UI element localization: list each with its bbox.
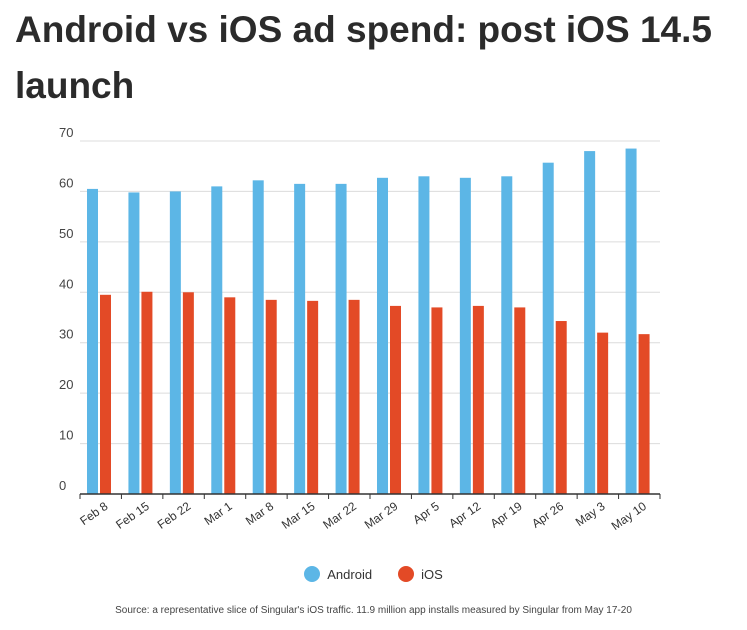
y-tick-label: 70: [59, 125, 73, 140]
x-tick-label: Mar 29: [362, 499, 401, 532]
y-tick-label: 60: [59, 175, 73, 190]
bar-android-apr-26: [542, 162, 554, 495]
x-tick-label: Feb 15: [113, 499, 152, 532]
x-tick-label: May 10: [609, 499, 650, 533]
y-tick-label: 20: [59, 377, 73, 392]
bar-ios-mar-22: [348, 299, 360, 494]
bar-ios-mar-15: [307, 300, 319, 494]
bar-android-may-10: [625, 148, 637, 495]
bar-ios-apr-26: [555, 321, 567, 494]
bar-ios-apr-5: [431, 307, 443, 494]
bar-android-mar-15: [294, 183, 306, 494]
bar-android-mar-22: [335, 183, 347, 494]
bar-ios-feb-8: [100, 294, 111, 494]
x-tick-label: Apr 12: [446, 499, 483, 531]
y-tick-label: 0: [59, 478, 66, 493]
x-tick-label: May 3: [573, 499, 608, 529]
bar-android-mar-8: [252, 180, 264, 494]
bar-android-apr-12: [459, 177, 471, 494]
bar-ios-feb-15: [141, 291, 153, 494]
bar-android-feb-15: [128, 192, 140, 495]
legend-swatch-ios: [398, 566, 415, 582]
legend-swatch-android: [304, 566, 321, 582]
x-tick-label: Feb 8: [77, 499, 110, 528]
bar-ios-apr-19: [514, 307, 526, 494]
bar-ios-mar-29: [390, 305, 401, 494]
x-tick-label: Apr 19: [488, 499, 525, 531]
bar-android-may-3: [584, 151, 596, 495]
y-tick-label: 10: [59, 428, 73, 443]
bar-chart: 0 10 20 30 40 50 60 70 Feb 8 Feb 15 Feb 22 Mar 1 Mar…: [59, 125, 661, 533]
x-tick-label: Mar 1: [202, 499, 235, 528]
legend-label-android: Android: [327, 566, 373, 582]
bar-android-mar-1: [211, 186, 223, 494]
x-tick-label: Feb 22: [155, 499, 194, 532]
legend-item-android: Android: [304, 566, 372, 582]
bar-android-apr-5: [418, 176, 430, 495]
bar-ios-apr-12: [472, 305, 484, 494]
x-tick-label: Apr 26: [529, 499, 566, 531]
source-note: Source: a representative slice of Singul…: [115, 605, 632, 616]
legend-label-ios: iOS: [421, 566, 443, 582]
bar-android-apr-19: [501, 176, 513, 495]
bar-ios-mar-8: [265, 299, 277, 494]
x-tick-label: Mar 15: [279, 499, 318, 532]
bar-ios-feb-22: [182, 292, 194, 494]
x-tick-label: Mar 22: [320, 499, 359, 532]
x-tick-label: Mar 8: [243, 499, 276, 528]
legend-item-ios: iOS: [398, 566, 443, 582]
bar-ios-mar-1: [224, 297, 236, 494]
legend: Android iOS: [0, 566, 747, 582]
y-tick-label: 50: [59, 226, 73, 241]
y-tick-label: 30: [59, 327, 73, 342]
x-tick-label: Apr 5: [410, 499, 442, 527]
bar-android-feb-8: [87, 188, 98, 494]
bar-ios-may-10: [638, 334, 650, 494]
bar-ios-may-3: [597, 332, 609, 494]
bar-android-mar-29: [377, 177, 388, 494]
chart-title: Android vs iOS ad spend: post iOS 14.5 l…: [15, 9, 712, 106]
bar-android-feb-22: [169, 191, 181, 494]
y-tick-label: 40: [59, 276, 73, 291]
